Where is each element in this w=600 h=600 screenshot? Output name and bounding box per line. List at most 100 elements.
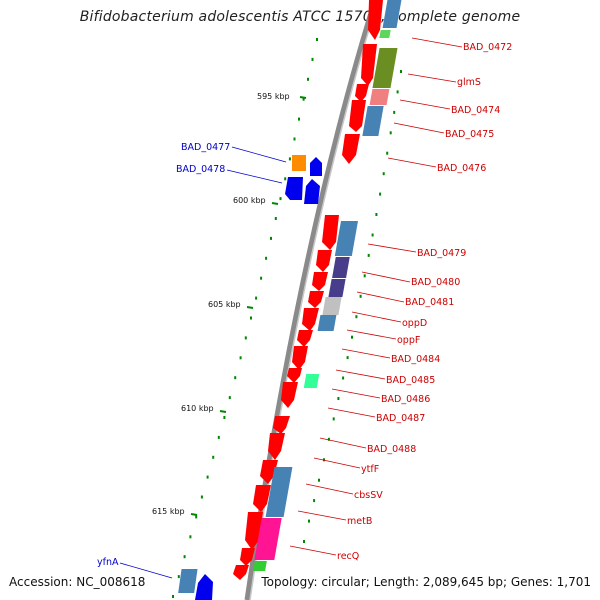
left-gene-labels: BAD_0477 BAD_0478 yfnA (97, 142, 287, 579)
scale-dot-left-11 (265, 256, 268, 260)
cog-box-green-2 (253, 561, 267, 571)
scale-dot-left-8 (279, 197, 282, 201)
scale-dot-right-20 (318, 478, 320, 482)
label-BAD_0484: BAD_0484 (391, 354, 440, 365)
scale-dot-right-15 (342, 376, 345, 380)
accession-text: Accession: NC_008618 (9, 575, 146, 589)
cog-box-indigo-2 (328, 279, 346, 297)
scale-dot-left-2 (307, 77, 309, 81)
tick-615 (190, 513, 198, 516)
scale-dot-left-9 (274, 217, 277, 220)
scale-dot-right-9 (367, 253, 370, 257)
scale-dot-left-14 (250, 316, 252, 320)
scale-dot-right-21 (313, 499, 316, 503)
cog-boxes[interactable] (253, 0, 402, 571)
scale-dot-left-20 (217, 435, 220, 439)
label-recQ: recQ (337, 551, 359, 562)
gene-fwd-7 (316, 250, 332, 272)
scale-dot-right-23 (303, 540, 305, 543)
topology-text: Topology: circular; Length: 2,089,645 bp… (261, 575, 591, 589)
scale-dot-right-3 (389, 131, 392, 135)
scale-dot-left-0 (316, 38, 318, 41)
tick-605 (246, 306, 254, 309)
tick-600 (271, 202, 279, 205)
tick-595 (299, 96, 307, 99)
gene-fwd-9 (308, 291, 324, 308)
label-ytfF: ytfF (361, 464, 379, 475)
kbp-ticks: 595 kbp 600 kbp 605 kbp 610 kbp 615 kbp (152, 92, 307, 516)
label-oppD: oppD (402, 318, 427, 329)
gene-fwd-15 (273, 416, 290, 434)
scale-dots-right (303, 70, 402, 543)
scale-dot-left-23 (200, 495, 203, 499)
tick-label-605: 605 kbp (208, 300, 241, 309)
cog-box-blue-2 (362, 106, 384, 136)
scale-dot-right-0 (400, 70, 402, 73)
scale-dot-right-4 (386, 151, 389, 155)
tick-label-595: 595 kbp (257, 92, 290, 101)
scale-dot-left-26 (183, 555, 186, 559)
label-BAD_0486: BAD_0486 (381, 394, 430, 405)
forward-genes[interactable] (233, 0, 383, 580)
label-BAD_0488: BAD_0488 (367, 444, 416, 455)
scale-dot-right-8 (371, 233, 374, 237)
scale-dot-right-5 (382, 172, 385, 176)
gene-fwd-2 (361, 44, 377, 86)
scale-dot-right-2 (393, 110, 396, 114)
right-gene-labels: BAD_0472 glmS BAD_0474 BAD_0475 BAD_0476… (289, 37, 512, 562)
cog-box-teal (303, 374, 320, 388)
scale-dot-right-14 (346, 356, 349, 360)
gene-fwd-3 (355, 84, 369, 102)
cog-box-blue-4 (317, 315, 337, 331)
gene-fwd-11 (297, 330, 313, 347)
gene-fwd-8 (312, 272, 328, 291)
gene-rev-0478b (304, 179, 320, 204)
scale-dot-right-18 (327, 437, 330, 441)
label-BAD_0485: BAD_0485 (386, 375, 435, 386)
scale-dot-left-21 (212, 455, 215, 459)
scale-dot-left-7 (284, 177, 287, 181)
cog-box-indigo-1 (332, 257, 350, 278)
label-BAD_0481: BAD_0481 (405, 297, 454, 308)
scale-dot-right-11 (359, 294, 362, 298)
scale-dot-left-17 (234, 376, 237, 380)
scale-dot-left-16 (239, 356, 242, 360)
label-glmS: glmS (457, 77, 481, 88)
scale-dot-left-18 (228, 396, 231, 400)
label-BAD_0474: BAD_0474 (451, 105, 500, 116)
label-BAD_0477: BAD_0477 (181, 142, 230, 153)
label-BAD_0479: BAD_0479 (417, 248, 466, 259)
reverse-genes[interactable] (178, 155, 322, 600)
cog-box-orange (292, 155, 306, 171)
label-cbsSV: cbsSV (354, 490, 383, 501)
gene-fwd-17 (260, 460, 278, 484)
scale-dot-right-17 (332, 417, 335, 421)
cog-box-green-1 (379, 30, 391, 38)
scale-dot-right-22 (308, 519, 310, 523)
scale-dot-left-15 (244, 336, 247, 340)
gene-fwd-6 (322, 215, 339, 250)
scale-dot-right-16 (337, 397, 340, 400)
gene-fwd-13 (287, 368, 302, 383)
scale-dot-left-22 (206, 475, 209, 479)
tick-label-600: 600 kbp (233, 196, 266, 205)
label-yfnA: yfnA (97, 557, 119, 568)
scale-dot-right-13 (351, 335, 353, 339)
gene-fwd-10 (302, 308, 319, 331)
cog-box-blue-5 (265, 467, 293, 517)
cog-box-pink (369, 89, 390, 105)
scale-dot-left-19 (223, 416, 226, 419)
scale-dots-left (172, 38, 318, 598)
scale-dot-right-12 (355, 315, 358, 319)
gene-fwd-1 (368, 0, 383, 40)
scale-dot-left-5 (293, 137, 296, 141)
gene-fwd-12 (292, 346, 308, 370)
scale-dot-left-25 (189, 535, 192, 539)
scale-dot-right-1 (396, 90, 399, 94)
gene-fwd-21 (233, 565, 249, 580)
gene-rev-0478a (285, 177, 303, 200)
label-BAD_0472: BAD_0472 (463, 42, 512, 53)
label-BAD_0487: BAD_0487 (376, 413, 425, 424)
label-BAD_0480: BAD_0480 (411, 277, 460, 288)
